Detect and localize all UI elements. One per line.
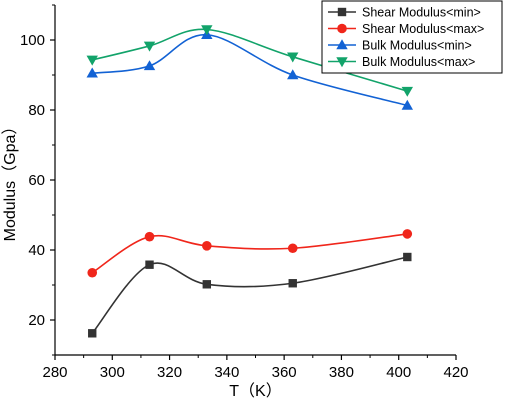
legend-swatch-marker xyxy=(336,57,348,68)
legend-label: Shear Modulus<max> xyxy=(362,22,484,36)
data-point xyxy=(287,69,299,80)
data-point xyxy=(87,267,98,278)
data-point xyxy=(202,280,212,289)
y-axis-title: Modulus（Gpa） xyxy=(1,119,19,242)
legend-swatch-marker xyxy=(337,23,347,34)
data-point xyxy=(202,241,212,251)
data-point xyxy=(143,41,156,52)
data-point xyxy=(287,243,298,254)
data-point xyxy=(401,99,414,110)
y-tick-label: 80 xyxy=(28,102,45,119)
legend-label: Shear Modulus<min> xyxy=(362,6,481,20)
series-1 xyxy=(88,252,412,338)
series-line xyxy=(92,33,408,107)
data-point xyxy=(86,67,98,78)
data-point xyxy=(143,60,156,71)
data-point xyxy=(144,231,155,242)
data-point xyxy=(402,229,413,239)
x-tick-label: 340 xyxy=(214,364,239,381)
legend: Shear Modulus<min> Shear Modulus<max> Bulk… xyxy=(321,0,503,74)
series-line xyxy=(91,256,408,334)
x-tick-label: 360 xyxy=(272,364,297,381)
data-point xyxy=(145,260,154,269)
y-tick-label: 100 xyxy=(20,32,45,49)
data-point xyxy=(201,25,213,36)
x-tick-label: 420 xyxy=(443,364,468,381)
x-axis-title: T（K） xyxy=(229,382,281,400)
legend-item: Bulk Modulus<max> xyxy=(328,55,475,69)
data-point xyxy=(401,86,414,97)
legend-swatch-marker xyxy=(337,7,347,17)
x-tick-label: 300 xyxy=(100,364,125,381)
data-point xyxy=(287,52,299,63)
series-2 xyxy=(87,229,413,278)
legend-label: Bulk Modulus<min> xyxy=(362,39,472,53)
series-line xyxy=(91,233,408,274)
data-point xyxy=(86,55,98,66)
legend-item: Shear Modulus<min> xyxy=(328,6,481,20)
data-point xyxy=(403,252,412,262)
legend-swatch-marker xyxy=(336,39,348,50)
x-tick-label: 400 xyxy=(386,364,411,381)
data-point xyxy=(288,279,297,288)
y-tick-label: 60 xyxy=(28,172,45,189)
y-tick-label: 20 xyxy=(28,312,45,329)
x-tick-label: 320 xyxy=(157,364,182,381)
x-tick-label: 280 xyxy=(42,364,67,381)
legend-item: Bulk Modulus<min> xyxy=(328,39,472,53)
legend-item: Shear Modulus<max> xyxy=(328,22,484,36)
x-tick-label: 380 xyxy=(329,364,354,381)
y-tick-label: 40 xyxy=(28,242,45,259)
axes: 280 300 320 340 360 380 400 420 20 40 60 80 100 xyxy=(20,4,469,381)
legend-label: Bulk Modulus<max> xyxy=(362,55,475,69)
data-point xyxy=(88,329,97,338)
